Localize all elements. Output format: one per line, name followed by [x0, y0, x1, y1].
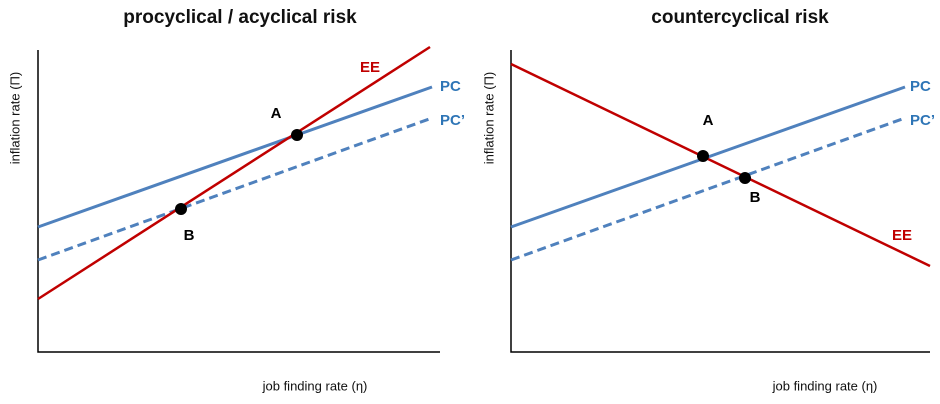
- curve-label: PC’: [910, 112, 935, 129]
- curve-label: EE: [360, 59, 380, 76]
- y-axis-label: inflation rate (Π): [481, 72, 496, 164]
- point: [697, 150, 709, 162]
- panel-title: procyclical / acyclical risk: [123, 7, 357, 28]
- pc-prime-line: [37, 116, 433, 262]
- point-label: B: [750, 189, 761, 206]
- point-label: B: [184, 227, 195, 244]
- point: [175, 203, 187, 215]
- curve-label: EE: [892, 227, 912, 244]
- axes: [37, 50, 440, 353]
- curve-label: PC: [910, 78, 931, 95]
- ee-line: [510, 62, 931, 268]
- point: [739, 172, 751, 184]
- x-axis-label: job finding rate (η): [772, 378, 878, 393]
- panel-left: procyclical / acyclical risk inflation r…: [7, 7, 465, 393]
- pc-prime-line: [510, 116, 906, 262]
- axes: [510, 50, 930, 353]
- panel-title: countercyclical risk: [651, 7, 829, 28]
- point: [291, 129, 303, 141]
- panel-right: countercyclical risk inflation rate (Π) …: [481, 7, 935, 393]
- y-axis-label: inflation rate (Π): [7, 72, 22, 164]
- point-label: A: [271, 105, 282, 122]
- ee-line: [37, 45, 431, 301]
- curve-label: PC: [440, 78, 461, 95]
- pc-line: [37, 85, 433, 229]
- curve-label: PC’: [440, 112, 465, 129]
- point-label: A: [703, 112, 714, 129]
- x-axis-label: job finding rate (η): [262, 378, 368, 393]
